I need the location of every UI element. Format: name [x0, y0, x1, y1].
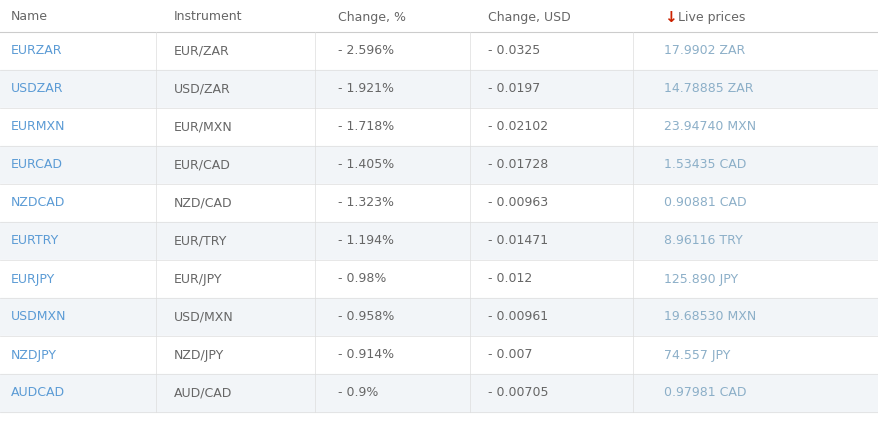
Text: 125.890 JPY: 125.890 JPY — [663, 273, 737, 285]
Text: - 0.00961: - 0.00961 — [487, 310, 547, 324]
Bar — [0, 2, 878, 32]
Text: 23.94740 MXN: 23.94740 MXN — [663, 120, 755, 134]
Text: Change, USD: Change, USD — [487, 11, 570, 23]
Text: - 0.01471: - 0.01471 — [487, 234, 547, 248]
Text: - 0.01728: - 0.01728 — [487, 159, 548, 171]
Text: USDMXN: USDMXN — [11, 310, 66, 324]
Text: 0.97981 CAD: 0.97981 CAD — [663, 387, 745, 399]
Bar — [0, 70, 878, 108]
Text: - 0.98%: - 0.98% — [338, 273, 386, 285]
Text: - 0.0325: - 0.0325 — [487, 45, 539, 58]
Text: - 0.958%: - 0.958% — [338, 310, 394, 324]
Text: - 2.596%: - 2.596% — [338, 45, 394, 58]
Text: EURMXN: EURMXN — [11, 120, 65, 134]
Text: EUR/MXN: EUR/MXN — [174, 120, 233, 134]
Text: - 0.00963: - 0.00963 — [487, 196, 547, 209]
Text: 14.78885 ZAR: 14.78885 ZAR — [663, 83, 752, 95]
Text: EUR/TRY: EUR/TRY — [174, 234, 227, 248]
Bar — [0, 184, 878, 222]
Text: NZDCAD: NZDCAD — [11, 196, 65, 209]
Text: - 0.00705: - 0.00705 — [487, 387, 548, 399]
Text: EUR/JPY: EUR/JPY — [174, 273, 222, 285]
Text: 1.53435 CAD: 1.53435 CAD — [663, 159, 745, 171]
Text: ↓: ↓ — [663, 9, 676, 25]
Text: USDZAR: USDZAR — [11, 83, 63, 95]
Text: EURTRY: EURTRY — [11, 234, 59, 248]
Text: 17.9902 ZAR: 17.9902 ZAR — [663, 45, 744, 58]
Text: - 0.007: - 0.007 — [487, 349, 532, 362]
Text: EURJPY: EURJPY — [11, 273, 54, 285]
Text: 19.68530 MXN: 19.68530 MXN — [663, 310, 755, 324]
Text: NZDJPY: NZDJPY — [11, 349, 56, 362]
Text: 74.557 JPY: 74.557 JPY — [663, 349, 730, 362]
Text: - 1.194%: - 1.194% — [338, 234, 394, 248]
Bar — [0, 108, 878, 146]
Text: EURCAD: EURCAD — [11, 159, 62, 171]
Text: - 0.0197: - 0.0197 — [487, 83, 539, 95]
Bar — [0, 298, 878, 336]
Text: - 1.921%: - 1.921% — [338, 83, 394, 95]
Bar — [0, 146, 878, 184]
Bar — [0, 336, 878, 374]
Text: - 1.718%: - 1.718% — [338, 120, 394, 134]
Text: Change, %: Change, % — [338, 11, 406, 23]
Text: - 0.02102: - 0.02102 — [487, 120, 547, 134]
Text: - 0.914%: - 0.914% — [338, 349, 394, 362]
Bar — [0, 222, 878, 260]
Text: - 0.012: - 0.012 — [487, 273, 531, 285]
Text: - 1.323%: - 1.323% — [338, 196, 394, 209]
Bar — [0, 374, 878, 412]
Text: 0.90881 CAD: 0.90881 CAD — [663, 196, 745, 209]
Text: AUD/CAD: AUD/CAD — [174, 387, 232, 399]
Text: Instrument: Instrument — [174, 11, 242, 23]
Text: - 0.9%: - 0.9% — [338, 387, 378, 399]
Text: Live prices: Live prices — [677, 11, 745, 23]
Text: USD/ZAR: USD/ZAR — [174, 83, 231, 95]
Text: - 1.405%: - 1.405% — [338, 159, 394, 171]
Text: USD/MXN: USD/MXN — [174, 310, 234, 324]
Bar — [0, 32, 878, 70]
Text: EURZAR: EURZAR — [11, 45, 62, 58]
Text: AUDCAD: AUDCAD — [11, 387, 65, 399]
Text: NZD/JPY: NZD/JPY — [174, 349, 224, 362]
Bar — [0, 260, 878, 298]
Text: Name: Name — [11, 11, 47, 23]
Text: EUR/CAD: EUR/CAD — [174, 159, 231, 171]
Text: 8.96116 TRY: 8.96116 TRY — [663, 234, 742, 248]
Text: NZD/CAD: NZD/CAD — [174, 196, 233, 209]
Text: EUR/ZAR: EUR/ZAR — [174, 45, 229, 58]
